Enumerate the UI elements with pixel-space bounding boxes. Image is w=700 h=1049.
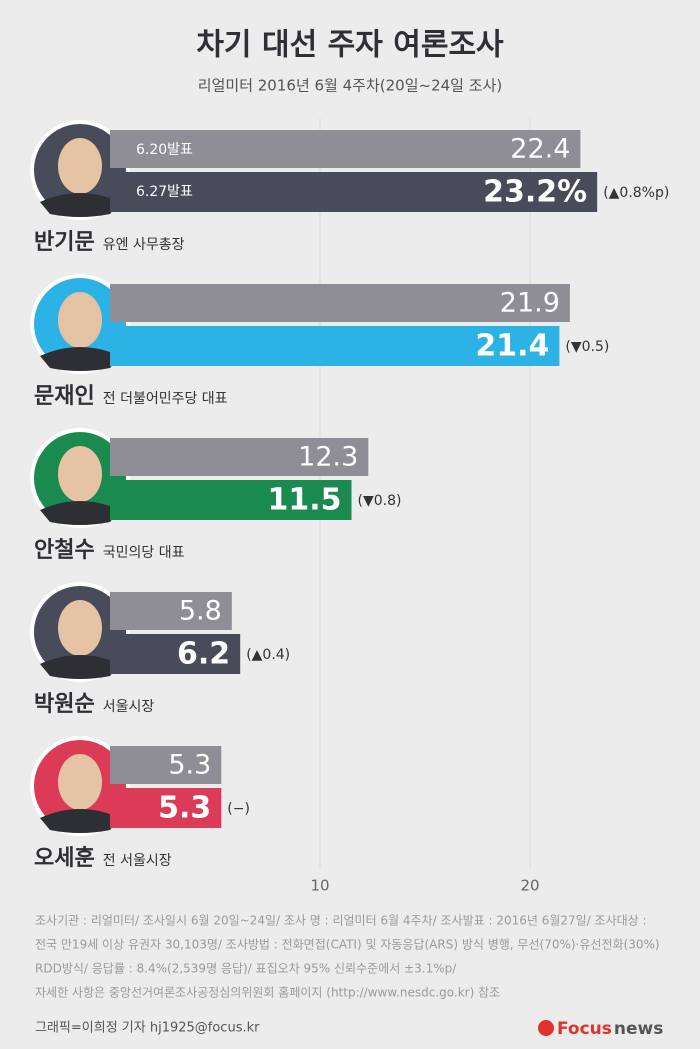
candidate-name: 반기문 — [34, 230, 95, 255]
change-label: (▲0.4) — [246, 647, 290, 663]
credit: 그래픽=이희정 기자 hj1925@focus.kr — [35, 1021, 260, 1036]
value-label: 5.3 — [158, 791, 211, 826]
footnote: 전국 만19세 이상 유권자 30,103명/ 조사방법 : 전화면접(CATI… — [35, 937, 660, 952]
photo-body — [40, 655, 120, 679]
candidate-name: 문재인 — [34, 384, 95, 409]
change-label: (▲0.8%p) — [603, 185, 669, 201]
photo-body — [40, 347, 120, 371]
x-tick-label: 10 — [310, 877, 329, 895]
value-label: 6.2 — [177, 637, 230, 672]
candidate-name: 안철수 — [34, 538, 95, 563]
change-label: (▼0.5) — [565, 339, 609, 355]
photo-face — [58, 754, 102, 810]
photo-face — [58, 138, 102, 194]
value-label: 11.5 — [267, 483, 341, 518]
photo-body — [40, 501, 120, 525]
footnote: RDD방식/ 응답률 : 8.4%(2,539명 응답)/ 표집오차 95% 신… — [35, 962, 457, 976]
photo-body — [40, 809, 120, 833]
logo-brand: Focus — [557, 1019, 612, 1039]
value-label: 23.2% — [483, 175, 587, 210]
photo-face — [58, 292, 102, 348]
change-label: (−) — [227, 801, 250, 817]
bar — [110, 172, 598, 212]
value-label: 21.9 — [500, 288, 560, 319]
candidate-description: 전 더불어민주당 대표 — [103, 391, 228, 407]
candidate-description: 국민의당 대표 — [103, 545, 185, 561]
logo-suffix: news — [614, 1019, 663, 1039]
value-label: 5.8 — [179, 596, 222, 627]
bar — [110, 438, 369, 476]
value-label: 22.4 — [510, 134, 570, 165]
legend-label: 6.20발표 — [136, 142, 193, 158]
candidate-description: 서울시장 — [103, 699, 155, 715]
photo-face — [58, 446, 102, 502]
candidate-description: 유엔 사무총장 — [103, 237, 185, 253]
chart-title: 차기 대선 주자 여론조사 — [196, 28, 504, 63]
candidate-name: 박원순 — [34, 692, 95, 717]
bar — [110, 746, 222, 784]
value-label: 12.3 — [298, 442, 358, 473]
legend-label: 6.27발표 — [136, 184, 193, 200]
candidate-name: 오세훈 — [34, 846, 95, 871]
bar — [110, 130, 581, 168]
chart-subtitle: 리얼미터 2016년 6월 4주차(20일~24일 조사) — [198, 77, 502, 95]
bar — [110, 284, 570, 322]
bar — [110, 592, 232, 630]
footnote: 조사기관 : 리얼미터/ 조사일시 6월 20일~24일/ 조사 명 : 리얼미… — [35, 914, 647, 928]
photo-face — [58, 600, 102, 656]
bar — [110, 788, 222, 828]
candidate-description: 전 서울시장 — [103, 853, 172, 869]
value-label: 5.3 — [168, 750, 211, 781]
bar — [110, 480, 352, 520]
photo-body — [40, 193, 120, 217]
x-tick-label: 20 — [520, 877, 539, 895]
bar — [110, 634, 241, 674]
change-label: (▼0.8) — [358, 493, 402, 509]
logo-mark — [538, 1020, 554, 1036]
footnote: 자세한 사항은 중앙선거여론조사공정심의위원회 홈페이지 (http://www… — [35, 986, 500, 1000]
value-label: 21.4 — [475, 329, 549, 364]
bar — [110, 326, 560, 366]
